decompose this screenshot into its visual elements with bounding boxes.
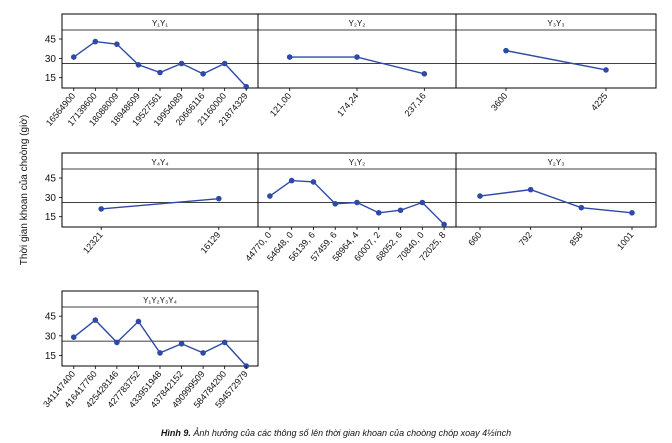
panel-title: Y₃Y₃ (547, 19, 564, 28)
y-tick-label: 15 (45, 351, 57, 362)
data-point (70, 54, 77, 60)
data-point (92, 38, 99, 45)
x-tick-label: 3600 (489, 91, 510, 113)
data-point (178, 60, 185, 67)
data-point (578, 204, 585, 211)
data-point (157, 350, 163, 356)
caption-text: Ảnh hưởng của các thông số lên thời gian… (191, 427, 511, 438)
data-point (114, 41, 120, 47)
y-tick-label: 45 (45, 174, 57, 185)
panel-title: Y₄Y₄ (151, 158, 168, 167)
series-line (101, 197, 219, 210)
data-point (200, 350, 206, 356)
panel-3: Y₃Y₃ 3600 4225 (455, 13, 657, 113)
data-point (157, 69, 163, 76)
data-point (243, 83, 250, 90)
data-point (354, 54, 360, 60)
y-tick-label: 45 (45, 35, 57, 46)
data-point (92, 317, 99, 323)
data-point (503, 47, 509, 54)
data-point (375, 210, 382, 216)
data-point (221, 339, 228, 346)
data-point (310, 179, 317, 185)
y-tick-label: 15 (45, 212, 57, 223)
data-point (397, 207, 404, 214)
x-tick-label: 1001 (615, 230, 636, 252)
series-line (479, 188, 633, 214)
y-tick-label: 45 (45, 312, 57, 323)
x-tick-label: 12321 (81, 230, 105, 256)
x-tick-label: 174,24 (335, 91, 360, 119)
data-point (332, 201, 339, 207)
caption-bold: Hình 9. (161, 428, 191, 438)
series-line (505, 49, 607, 71)
y-axis-label: Thời gian khoan của choòng (giờ) (18, 115, 30, 265)
data-point (421, 71, 428, 77)
data-point (216, 195, 222, 202)
data-point (419, 199, 426, 206)
panel-7: Y₁Y₂Y₃Y₄15304534114740041641776042542814… (41, 290, 259, 410)
data-point (200, 71, 206, 77)
x-tick-label: 4225 (589, 91, 610, 113)
x-tick-label: 237,16 (402, 91, 427, 119)
data-point (135, 318, 142, 325)
y-tick-label: 30 (45, 54, 57, 65)
data-point (286, 54, 293, 60)
data-point (441, 221, 447, 228)
y-tick-label: 15 (45, 73, 57, 84)
data-point (354, 199, 360, 206)
data-point (178, 340, 185, 347)
panel-title: Y₁Y₂ (349, 158, 365, 167)
data-point (477, 193, 483, 199)
figure-caption: Hình 9. Ảnh hưởng của các thông số lên t… (161, 427, 511, 438)
data-point (629, 210, 635, 216)
y-tick-label: 30 (45, 331, 57, 342)
panels-group: Y₁Y₁153045165649001713960018088009189486… (41, 13, 657, 410)
data-point (135, 62, 142, 68)
panel-title: Y₁Y₁ (152, 19, 168, 28)
data-point (98, 206, 104, 212)
panel-4: Y₄Y₄ 15 30 45 12321 16129 (45, 152, 259, 256)
series-line (73, 319, 247, 367)
data-point (221, 60, 228, 67)
data-point (603, 67, 609, 73)
panel-6: Y₂Y₃ 660 792 858 1001 (455, 152, 657, 252)
data-point (267, 193, 273, 199)
data-point (114, 339, 120, 346)
data-point (527, 186, 534, 193)
x-tick-label: 858 (568, 230, 585, 248)
x-tick-label: 121,00 (268, 91, 293, 119)
panel-2: Y₂Y₂ 121,00 174,24 237,16 (257, 13, 457, 119)
x-tick-label: 792 (517, 230, 534, 248)
y-tick-label: 30 (45, 193, 57, 204)
data-point (70, 334, 77, 340)
data-point (288, 177, 295, 184)
series-line (73, 40, 247, 88)
x-tick-label: 16129 (199, 230, 223, 256)
panel-title: Y₁Y₂Y₃Y₄ (143, 296, 177, 305)
panel-1: Y₁Y₁153045165649001713960018088009189486… (44, 13, 259, 128)
panel-title: Y₂Y₃ (547, 158, 564, 167)
x-tick-label: 660 (466, 230, 483, 248)
panel-frame (455, 13, 657, 89)
panel-frame (455, 152, 657, 228)
panel-title: Y₂Y₂ (349, 19, 366, 28)
